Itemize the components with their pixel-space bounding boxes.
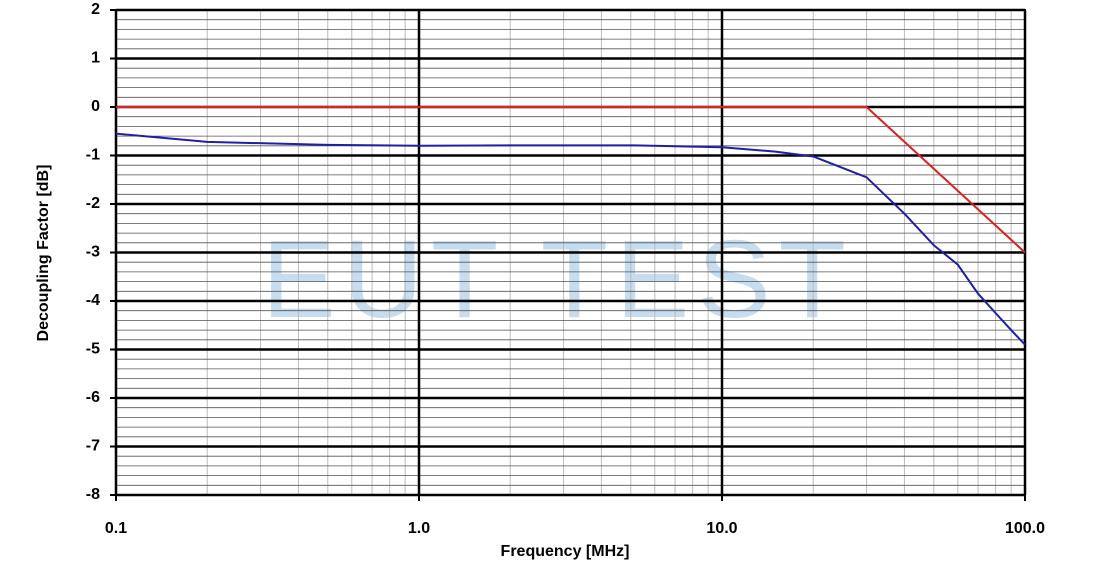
y-tick-label: 2 bbox=[91, 1, 100, 18]
y-tick-label: 0 bbox=[91, 98, 100, 115]
x-tick-label: 10.0 bbox=[706, 520, 737, 537]
y-tick-label: -4 bbox=[86, 292, 100, 309]
y-tick-label: -6 bbox=[86, 389, 100, 406]
x-axis-label: Frequency [MHz] bbox=[501, 543, 630, 560]
y-tick-label: -8 bbox=[86, 486, 100, 503]
y-axis-label: Decoupling Factor [dB] bbox=[35, 165, 52, 342]
y-tick-label: -1 bbox=[86, 147, 100, 164]
x-tick-label: 100.0 bbox=[1005, 520, 1045, 537]
y-tick-label: 1 bbox=[91, 50, 100, 67]
series-line bbox=[115, 132, 1026, 346]
y-tick-label: -5 bbox=[86, 341, 100, 358]
y-tick-label: -7 bbox=[86, 438, 100, 455]
watermark: EUT TEST bbox=[262, 218, 854, 341]
series-line bbox=[116, 106, 1026, 254]
y-tick-label: -3 bbox=[86, 244, 100, 261]
x-tick-label: 1.0 bbox=[408, 520, 430, 537]
x-tick-label: 0.1 bbox=[105, 520, 127, 537]
y-tick-label: -2 bbox=[86, 195, 100, 212]
